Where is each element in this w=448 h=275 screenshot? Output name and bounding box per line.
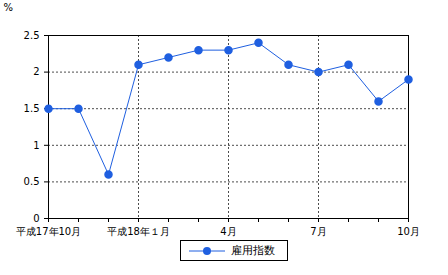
svg-text:0.5: 0.5 [24, 176, 40, 187]
svg-text:4月: 4月 [220, 226, 236, 237]
svg-text:0: 0 [33, 213, 39, 224]
svg-text:平成17年10月: 平成17年10月 [16, 226, 81, 237]
svg-text:10月: 10月 [397, 226, 420, 237]
svg-text:平成18年１月: 平成18年１月 [107, 226, 170, 237]
svg-text:2.5: 2.5 [24, 30, 40, 41]
svg-text:%: % [4, 2, 14, 13]
html-text:雇用指数: 雇用指数 [231, 244, 275, 257]
svg-text:2: 2 [33, 66, 39, 77]
svg-text:1.5: 1.5 [24, 103, 40, 114]
svg-text:1: 1 [33, 140, 39, 151]
svg-text:7月: 7月 [310, 226, 326, 237]
